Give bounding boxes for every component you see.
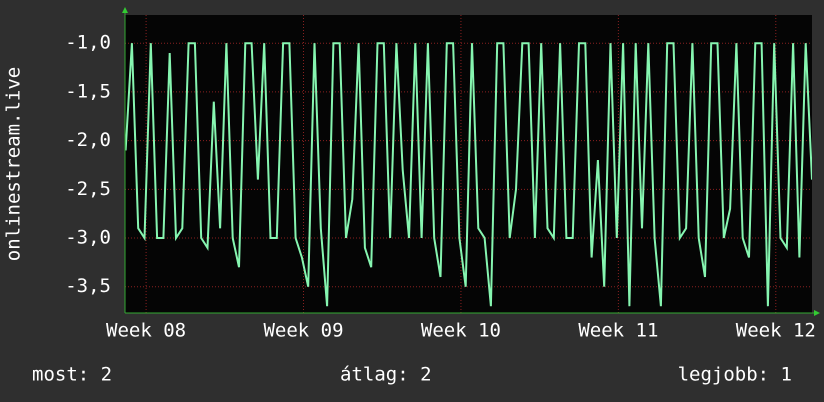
- x-arrow: [814, 310, 820, 316]
- y-tick-label: -2,5: [65, 178, 111, 200]
- x-tick-label: Week 11: [578, 320, 658, 342]
- y-arrow: [122, 7, 128, 13]
- footer-max: legjobb: 1: [678, 364, 792, 386]
- series-line: [125, 42, 812, 307]
- y-tick-label: -2,0: [65, 129, 111, 151]
- x-tick-label: Week 09: [263, 320, 343, 342]
- x-tick-label: Week 10: [421, 320, 501, 342]
- plot: [125, 15, 812, 313]
- footer-avg: átlag: 2: [340, 364, 432, 386]
- y-tick-label: -3,5: [65, 275, 111, 297]
- y-tick-label: -3,0: [65, 227, 111, 249]
- x-tick-label: Week 12: [736, 320, 816, 342]
- y-tick-label: -1,0: [65, 32, 111, 54]
- y-tick-label: -1,5: [65, 80, 111, 102]
- footer-now: most: 2: [32, 364, 112, 386]
- x-tick-label: Week 08: [106, 320, 186, 342]
- y-axis-label: onlinestream.live: [3, 67, 25, 261]
